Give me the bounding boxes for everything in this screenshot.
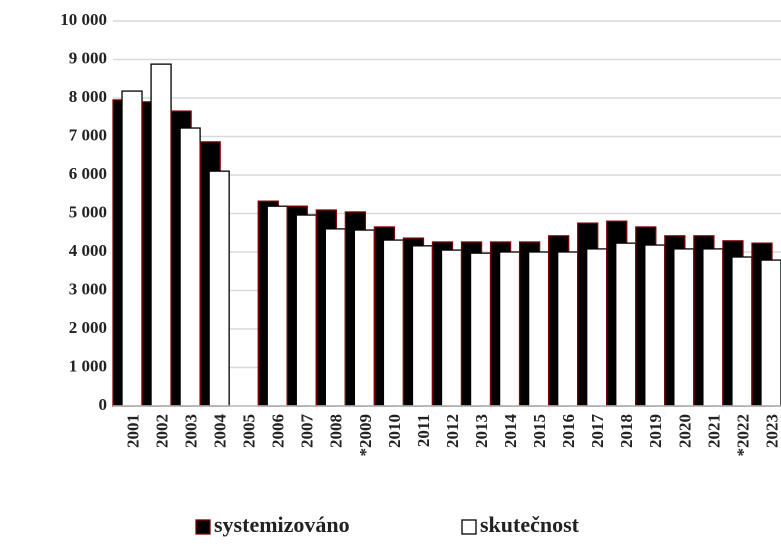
bar (469, 252, 492, 407)
bar (731, 256, 753, 407)
legend-label: skutečnost (480, 512, 580, 537)
bar (673, 248, 695, 407)
y-tick-label: 3 000 (69, 279, 107, 298)
x-tick-label: 2005 (240, 414, 259, 448)
bar (295, 214, 317, 407)
x-tick-label: 2014 (501, 414, 520, 449)
y-tick-label: 8 000 (69, 87, 107, 106)
bar (208, 170, 230, 407)
x-tick-label: 2012 (443, 414, 462, 448)
x-tick-label: 2021 (704, 414, 723, 448)
bar (353, 229, 376, 407)
y-tick-label: 6 000 (69, 164, 107, 183)
bar (382, 239, 405, 407)
bar (644, 244, 666, 407)
bar (150, 63, 172, 407)
bar (527, 251, 550, 407)
x-tick-label: 2020 (675, 414, 694, 448)
y-tick-label: 7 000 (69, 125, 107, 144)
x-tick-label: 2007 (298, 414, 317, 449)
x-tick-label: *2022 (733, 414, 752, 457)
legend-swatch (461, 519, 477, 535)
x-tick-label: 2010 (385, 414, 404, 448)
x-tick-label: 2023 (762, 414, 781, 448)
bar (615, 242, 637, 407)
y-tick-label: 0 (99, 395, 108, 414)
y-tick-label: 2 000 (69, 318, 107, 337)
bar (440, 249, 463, 407)
x-tick-label: 2018 (617, 414, 636, 448)
x-tick-label: 2004 (211, 414, 230, 449)
bar (557, 251, 579, 407)
bar (586, 248, 608, 407)
x-tick-label: 2015 (530, 414, 549, 448)
x-tick-label: 2011 (414, 414, 433, 447)
bar (324, 228, 346, 407)
x-tick-label: 2017 (588, 414, 607, 449)
x-tick-label: 2006 (269, 414, 288, 448)
bar (760, 259, 781, 407)
x-tick-label: 2002 (152, 414, 171, 448)
x-tick-label: 2019 (646, 414, 665, 448)
y-tick-label: 9 000 (69, 48, 107, 67)
x-tick-label: 2016 (559, 414, 578, 448)
x-tick-label: 2013 (472, 414, 491, 448)
x-tick-label: 2001 (123, 414, 142, 448)
legend-swatch (195, 519, 211, 535)
y-tick-label: 10 000 (60, 10, 107, 29)
y-tick-label: 4 000 (69, 241, 107, 260)
bar (411, 245, 434, 407)
legend-label: systemizováno (214, 512, 350, 537)
bar (266, 205, 288, 407)
x-tick-label: 2008 (327, 414, 346, 448)
bar (702, 248, 724, 407)
bar (121, 90, 143, 407)
y-tick-label: 5 000 (69, 202, 107, 221)
bar (179, 127, 201, 407)
y-tick-label: 1 000 (69, 356, 107, 375)
bar (498, 251, 521, 407)
x-tick-label: *2009 (356, 414, 375, 457)
x-tick-label: 2003 (182, 414, 201, 448)
